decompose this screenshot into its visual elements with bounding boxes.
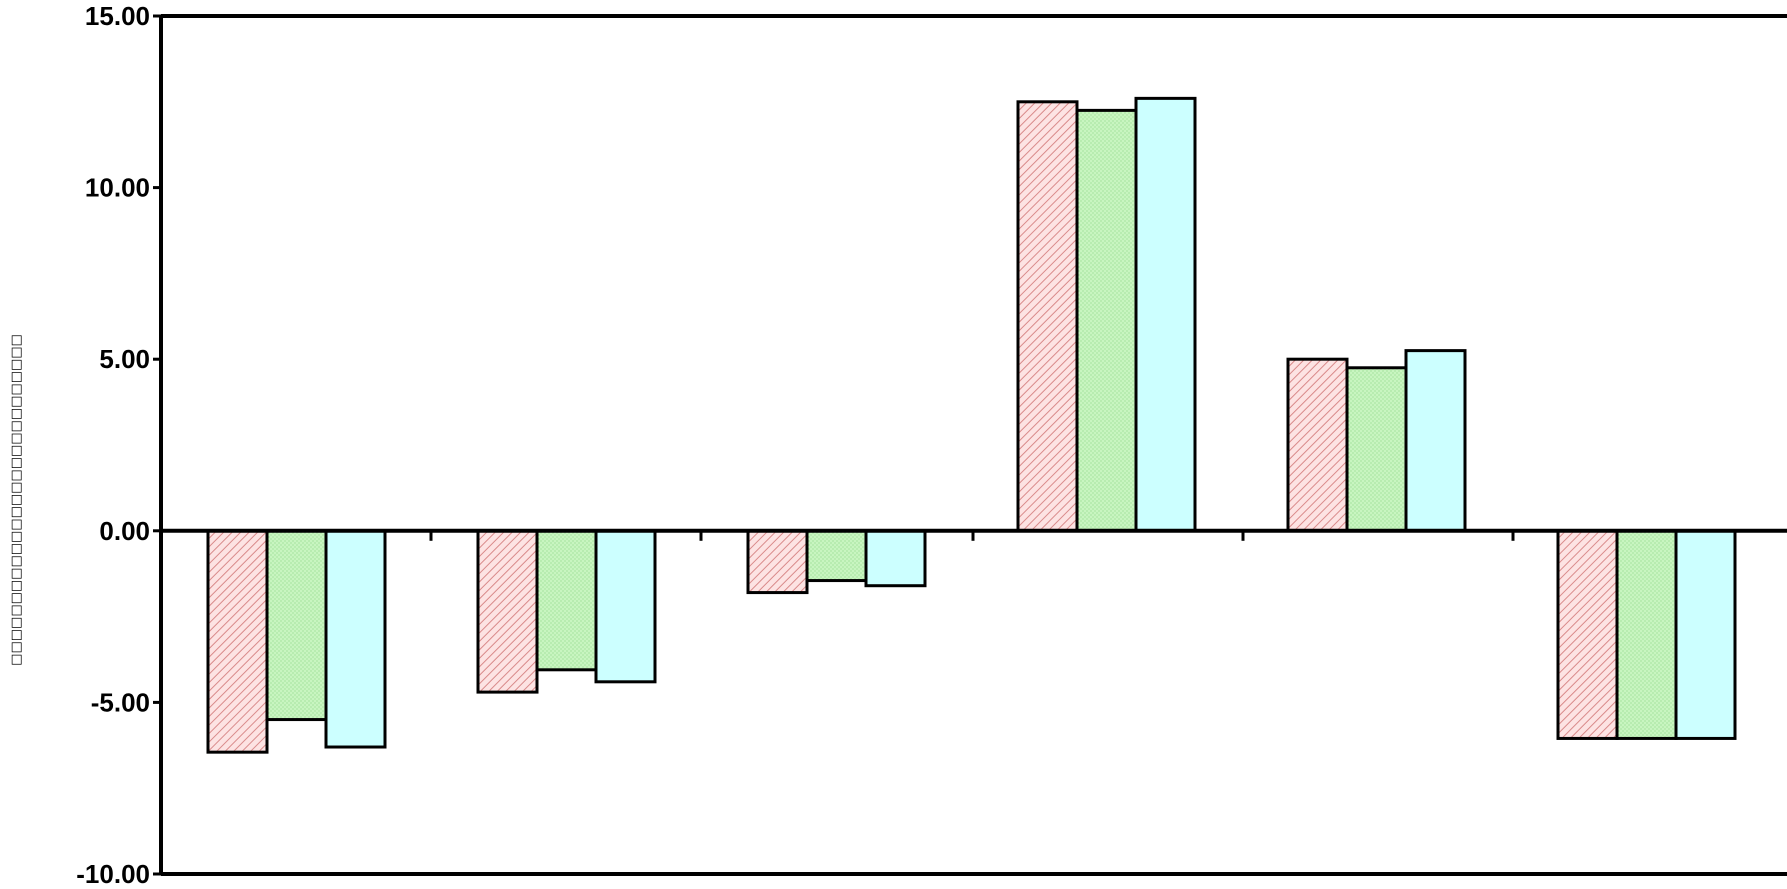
bar-series-1 bbox=[746, 529, 809, 595]
bar-series-3 bbox=[324, 529, 387, 749]
bar-series-3 bbox=[1134, 96, 1197, 533]
bar-series-3 bbox=[1404, 349, 1467, 533]
bar-series-3 bbox=[1674, 529, 1737, 740]
y-axis-label-group: □□□□□□□□□□□□□□□□□□□□□□□□□□□ bbox=[9, 334, 24, 666]
bar-series-1 bbox=[476, 529, 539, 694]
axes-group bbox=[153, 14, 1787, 876]
y-tick-label: -10.00 bbox=[76, 859, 150, 889]
bar-series-3 bbox=[864, 529, 927, 588]
y-tick-label: 5.00 bbox=[99, 344, 150, 374]
bar-series-1 bbox=[206, 529, 269, 754]
bar-series-2 bbox=[265, 529, 328, 722]
y-tick-label: 15.00 bbox=[85, 1, 150, 31]
y-axis-label: □□□□□□□□□□□□□□□□□□□□□□□□□□□ bbox=[9, 334, 24, 666]
bar-series-2 bbox=[1075, 108, 1138, 533]
bar-series-1 bbox=[1286, 357, 1349, 533]
bar-series-3 bbox=[594, 529, 657, 684]
bar-series-2 bbox=[1615, 529, 1678, 740]
bar-series-1 bbox=[1016, 100, 1079, 533]
y-tick-label: 10.00 bbox=[85, 173, 150, 203]
bar-series-2 bbox=[805, 529, 868, 583]
bar-series-2 bbox=[535, 529, 598, 672]
bars-group bbox=[206, 96, 1737, 754]
y-tick-labels: 15.00 10.00 5.00 0.00 -5.00 -10.00 bbox=[76, 1, 150, 889]
y-tick-label: 0.00 bbox=[99, 516, 150, 546]
bar-series-2 bbox=[1345, 366, 1408, 533]
bar-series-1 bbox=[1556, 529, 1619, 740]
y-tick-label: -5.00 bbox=[91, 687, 150, 717]
